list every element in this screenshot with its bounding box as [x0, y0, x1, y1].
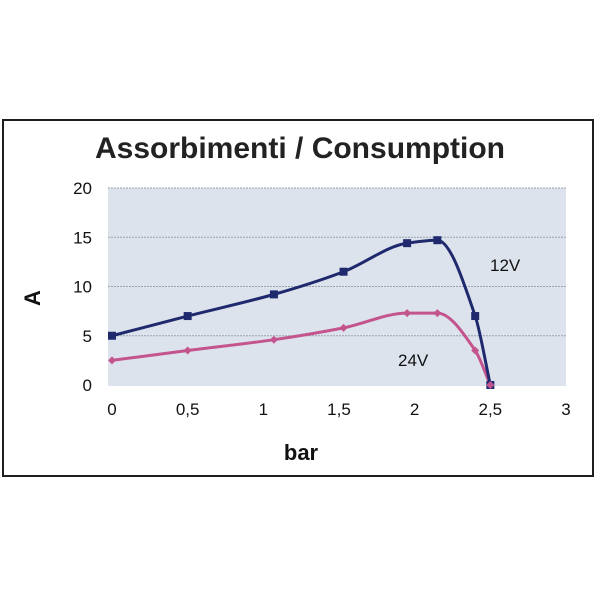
data-point	[339, 267, 348, 276]
data-point	[403, 309, 412, 318]
data-point	[433, 309, 442, 318]
grid-lines	[108, 187, 566, 337]
y-tick-label: 10	[73, 278, 92, 297]
data-point	[108, 356, 116, 365]
data-point	[183, 312, 192, 321]
x-tick-label: 0,5	[176, 400, 200, 419]
y-tick-label: 5	[83, 327, 92, 346]
data-point	[269, 290, 278, 299]
data-point	[433, 236, 442, 245]
series-curves	[111, 238, 492, 386]
data-point	[108, 331, 116, 340]
x-tick-label: 0	[107, 400, 116, 419]
data-point	[486, 381, 495, 389]
y-tick-label: 0	[83, 376, 92, 395]
series-label-24v: 24V	[398, 351, 429, 370]
x-tick-label: 3	[561, 400, 570, 419]
data-point	[269, 335, 278, 344]
y-tick-label: 15	[73, 228, 92, 247]
series-label-12v: 12V	[490, 256, 521, 275]
data-point	[471, 346, 480, 355]
x-tick-label: 2,5	[479, 400, 503, 419]
y-tick-labels: 0 5 10 15 20	[73, 179, 92, 395]
data-point	[339, 323, 348, 332]
series-line	[111, 311, 492, 386]
series-markers	[108, 236, 495, 389]
data-point	[471, 312, 480, 321]
data-point	[403, 239, 412, 248]
data-point	[183, 346, 192, 355]
y-axis-label: A	[20, 290, 45, 306]
x-axis-label: bar	[284, 440, 319, 465]
x-tick-labels: 0 0,5 1 1,5 2 2,5 3	[107, 400, 570, 419]
x-tick-label: 2	[410, 400, 419, 419]
series-line	[111, 238, 492, 386]
chart-title: Assorbimenti / Consumption	[95, 132, 505, 165]
x-tick-label: 1	[259, 400, 268, 419]
x-tick-label: 1,5	[327, 400, 351, 419]
y-tick-label: 20	[73, 179, 92, 198]
